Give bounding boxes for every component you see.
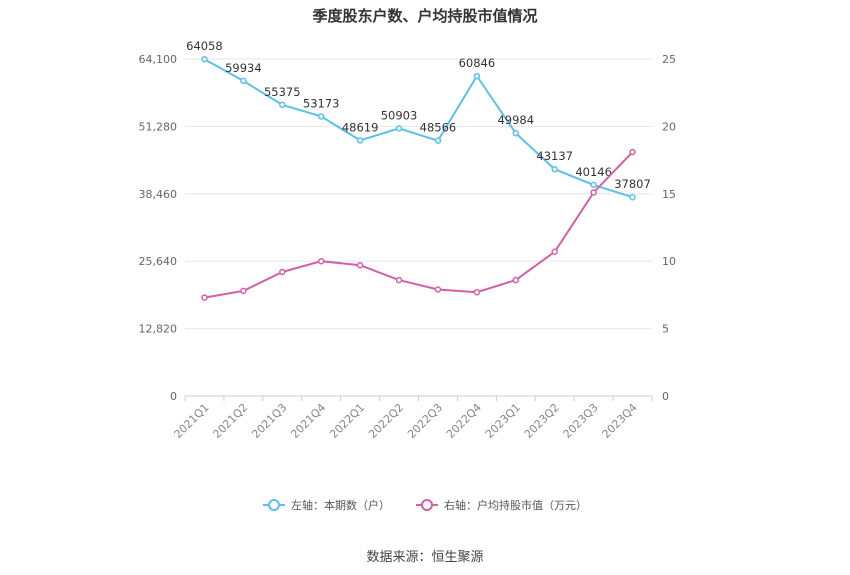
- left-axis-tick-label: 0: [170, 390, 177, 403]
- data-label: 60846: [459, 56, 496, 70]
- data-label: 50903: [381, 108, 418, 122]
- data-point-avg-value: [512, 276, 520, 284]
- left-axis-tick-label: 25,640: [139, 255, 178, 268]
- data-label: 43137: [536, 149, 573, 163]
- data-point-households: [473, 72, 481, 80]
- data-label: 48566: [420, 121, 457, 135]
- data-point-households: [201, 55, 208, 63]
- data-point-avg-value: [395, 276, 403, 284]
- left-axis-tick-label: 38,460: [139, 188, 178, 201]
- data-label: 64058: [186, 39, 223, 53]
- data-point-avg-value: [434, 286, 442, 293]
- legend: 左轴：本期数（户） 右轴：户均持股市值（万元）: [0, 497, 850, 513]
- x-axis-tick-label: 2021Q1: [172, 401, 212, 441]
- legend-item-left[interactable]: 左轴：本期数（户）: [263, 497, 390, 513]
- data-point-households: [434, 137, 442, 144]
- x-axis-tick-label: 2022Q2: [366, 401, 406, 441]
- legend-label-left: 左轴：本期数（户）: [291, 499, 390, 512]
- series-line-avg-value: [204, 151, 634, 299]
- data-label: 40146: [575, 165, 612, 179]
- data-point-avg-value: [240, 287, 247, 295]
- right-axis-tick-label: 15: [662, 188, 676, 201]
- data-point-households: [279, 101, 286, 109]
- x-axis-tick-label: 2022Q3: [405, 401, 445, 441]
- x-axis-tick-label: 2022Q1: [327, 401, 367, 441]
- line-marker-icon: [416, 499, 438, 511]
- data-point-households: [512, 129, 520, 137]
- x-axis-tick-label: 2021Q2: [210, 401, 250, 441]
- right-axis-tick-label: 20: [662, 120, 676, 133]
- right-axis-tick-label: 0: [662, 390, 669, 403]
- data-point-households: [590, 181, 597, 189]
- line-marker-icon: [263, 499, 285, 511]
- x-axis-tick-label: 2023Q3: [561, 401, 601, 441]
- data-point-households: [395, 125, 403, 132]
- x-axis-tick-label: 2021Q3: [249, 401, 289, 441]
- data-point-avg-value: [629, 148, 636, 156]
- data-point-avg-value: [473, 288, 481, 296]
- data-point-avg-value: [201, 294, 208, 301]
- data-point-households: [317, 113, 325, 120]
- source-note: 数据来源：恒生聚源: [366, 550, 484, 565]
- legend-item-right[interactable]: 右轴：户均持股市值（万元）: [416, 497, 587, 513]
- x-axis-tick-label: 2021Q4: [288, 401, 328, 441]
- data-label: 53173: [303, 96, 340, 110]
- data-point-avg-value: [551, 248, 558, 256]
- left-axis-tick-label: 51,280: [139, 120, 178, 133]
- data-point-households: [629, 193, 636, 201]
- x-axis-tick-label: 2022Q4: [444, 401, 484, 441]
- data-point-avg-value: [590, 189, 597, 196]
- left-axis-tick-label: 64,100: [139, 53, 178, 66]
- data-label: 37807: [614, 177, 651, 191]
- data-point-households: [240, 77, 247, 85]
- right-axis-tick-label: 25: [662, 53, 676, 66]
- data-point-avg-value: [317, 257, 325, 265]
- data-label: 59934: [225, 61, 262, 75]
- legend-label-right: 右轴：户均持股市值（万元）: [444, 499, 587, 512]
- data-label: 48619: [342, 120, 379, 134]
- series-line-households: [203, 58, 633, 199]
- x-axis-tick-label: 2023Q2: [522, 401, 562, 441]
- data-label: 55375: [264, 85, 301, 99]
- data-label: 49984: [497, 113, 534, 127]
- right-axis-tick-label: 5: [662, 323, 669, 336]
- x-axis-tick-label: 2023Q1: [483, 401, 523, 441]
- data-point-avg-value: [279, 268, 286, 276]
- x-axis-tick-label: 2023Q4: [600, 401, 640, 441]
- chart-title: 季度股东户数、户均持股市值情况: [312, 7, 538, 25]
- data-point-households: [551, 165, 558, 173]
- data-point-households: [356, 137, 364, 144]
- data-point-avg-value: [356, 261, 364, 269]
- right-axis-tick-label: 10: [662, 255, 676, 268]
- left-axis-tick-label: 12,820: [139, 323, 178, 336]
